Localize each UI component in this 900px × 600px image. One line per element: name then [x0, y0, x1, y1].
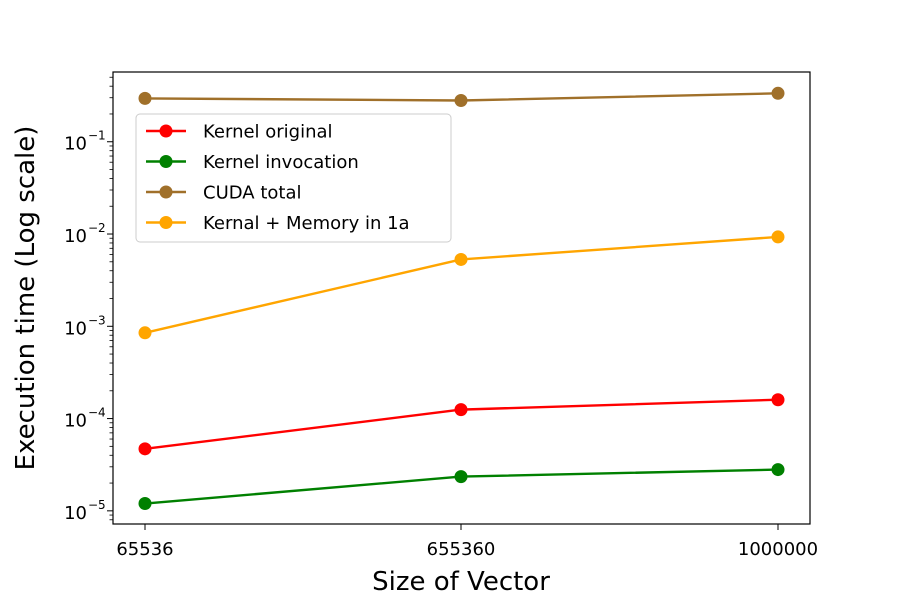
data-point — [138, 326, 152, 340]
y-tick-label: 10 — [64, 318, 87, 339]
data-point — [771, 393, 785, 407]
y-axis-label: Execution time (Log scale) — [11, 126, 41, 471]
data-point — [454, 252, 468, 266]
x-tick-label: 65536 — [116, 539, 173, 560]
legend-label: CUDA total — [203, 183, 301, 204]
x-tick-label: 655360 — [427, 539, 496, 560]
legend-label: Kernal + Memory in 1a — [203, 213, 410, 234]
legend-marker — [159, 216, 173, 229]
legend-marker — [159, 124, 173, 138]
x-axis-label: Size of Vector — [372, 567, 550, 597]
legend-marker — [159, 155, 173, 168]
legend-items: Kernel original Kernel invocation CUDA tot… — [146, 122, 410, 234]
y-tick-label: 10 — [64, 503, 87, 524]
y-tick-exponent: −3 — [88, 313, 106, 327]
data-point — [454, 403, 468, 417]
y-tick-exponent: −4 — [88, 406, 106, 420]
legend-label: Kernel original — [203, 122, 333, 143]
y-tick-label: 10 — [64, 226, 87, 247]
x-tick-label: 1000000 — [738, 539, 818, 560]
data-point — [138, 442, 152, 456]
legend: Kernel original Kernel invocation CUDA tot… — [135, 113, 452, 243]
data-point — [771, 230, 785, 244]
data-point — [454, 93, 468, 107]
y-tick-label: 10 — [64, 411, 87, 432]
legend-marker — [159, 185, 173, 199]
legend-label: Kernel invocation — [203, 152, 359, 173]
data-point — [454, 470, 468, 484]
y-tick-label: 10 — [64, 134, 87, 155]
y-tick-exponent: −2 — [88, 221, 106, 235]
data-point — [771, 86, 785, 100]
data-point — [138, 91, 152, 105]
y-tick-exponent: −1 — [88, 129, 106, 143]
series-layer — [138, 86, 785, 511]
data-point — [771, 463, 785, 477]
legend-box — [135, 113, 452, 243]
y-tick-exponent: −5 — [88, 498, 106, 512]
data-point — [138, 497, 152, 511]
